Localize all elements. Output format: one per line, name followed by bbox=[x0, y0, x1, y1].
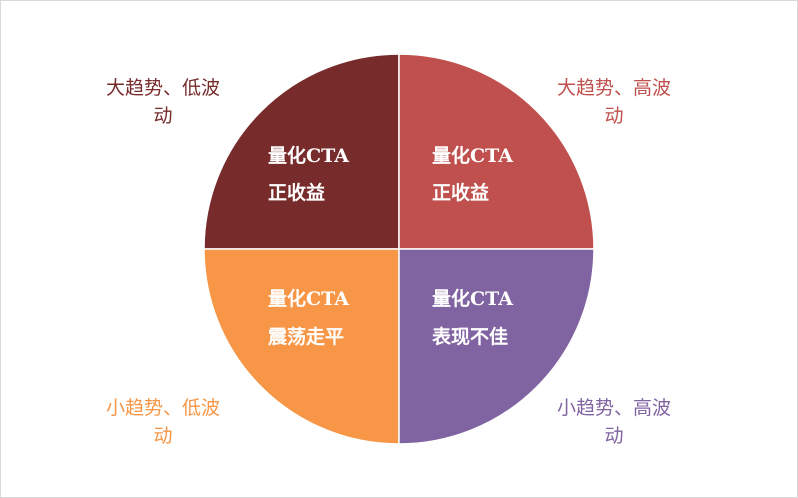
inner-label: 量化CTA bbox=[268, 144, 349, 167]
outer-label: 大趋势、低波 bbox=[106, 77, 220, 99]
outer-label: 动 bbox=[604, 105, 623, 127]
outer-label: 动 bbox=[153, 105, 172, 127]
quadrant bbox=[398, 248, 595, 445]
inner-label: 正收益 bbox=[432, 181, 489, 204]
inner-label: 量化CTA bbox=[432, 144, 513, 167]
quadrant bbox=[203, 248, 400, 445]
outer-label: 小趋势、低波 bbox=[106, 397, 220, 419]
quadrant bbox=[203, 53, 400, 250]
outer-label: 大趋势、高波 bbox=[557, 77, 671, 99]
inner-label: 量化CTA bbox=[268, 287, 349, 310]
inner-label: 表现不佳 bbox=[432, 325, 508, 348]
outer-label: 小趋势、高波 bbox=[557, 397, 671, 419]
inner-label: 量化CTA bbox=[432, 287, 513, 310]
inner-label: 震荡走平 bbox=[268, 325, 344, 348]
inner-label: 正收益 bbox=[268, 181, 325, 204]
outer-label: 动 bbox=[604, 425, 623, 447]
quadrant bbox=[398, 53, 595, 250]
outer-label: 动 bbox=[153, 425, 172, 447]
